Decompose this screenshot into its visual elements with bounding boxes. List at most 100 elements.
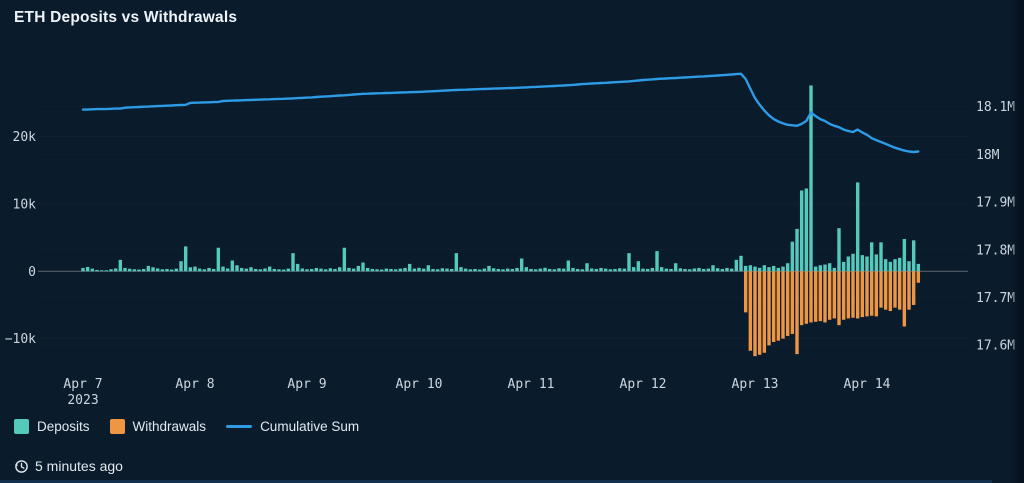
deposit-bar: [179, 261, 183, 272]
deposit-bar: [776, 267, 781, 272]
withdrawal-bar: [888, 271, 893, 312]
deposit-bar: [538, 268, 543, 272]
deposit-bar: [832, 267, 837, 272]
deposit-bar: [132, 269, 137, 272]
withdrawal-bar: [883, 271, 888, 310]
deposit-bar: [113, 268, 118, 272]
deposit-bar: [202, 269, 207, 272]
deposit-bar: [347, 267, 351, 272]
withdrawal-bar: [818, 271, 823, 322]
deposit-bar: [841, 261, 846, 272]
deposit-bar: [249, 267, 253, 272]
deposit-bar: [543, 267, 547, 272]
y-axis-right-tick-label: 17.8M: [976, 243, 1015, 258]
deposit-bar: [81, 267, 85, 272]
deposit-bar: [109, 269, 113, 272]
deposit-bar: [809, 85, 813, 272]
deposit-bar: [902, 238, 907, 272]
deposit-bar: [235, 265, 239, 272]
deposit-bar: [557, 268, 561, 272]
deposit-bar: [720, 268, 725, 272]
withdrawal-bar: [841, 271, 846, 320]
deposit-bar: [529, 268, 533, 272]
deposit-bar: [734, 259, 739, 272]
deposit-bar: [319, 268, 323, 272]
deposit-bar: [169, 269, 174, 272]
deposit-bar: [281, 269, 286, 272]
withdrawal-bar: [865, 271, 869, 317]
deposit-bar: [305, 269, 309, 272]
deposit-bar: [272, 268, 277, 272]
deposit-bar: [818, 265, 823, 272]
deposit-bar: [337, 267, 342, 272]
deposit-bar: [211, 268, 216, 272]
withdrawal-bar: [832, 271, 837, 319]
deposit-bar: [683, 268, 687, 272]
deposit-bar: [473, 268, 477, 272]
deposit-bar: [477, 269, 482, 272]
y-axis-right-tick-label: 18M: [976, 148, 1000, 163]
x-axis-tick-label: Apr 13: [732, 377, 779, 392]
deposit-bar: [379, 269, 384, 272]
legend-item-withdrawals[interactable]: Withdrawals: [109, 419, 207, 434]
deposit-bar: [160, 269, 165, 272]
deposit-bar: [813, 266, 818, 272]
deposit-bar: [757, 267, 762, 272]
deposit-bar: [225, 268, 230, 272]
deposit-bar: [547, 268, 552, 272]
deposit-bar: [505, 268, 510, 272]
withdrawal-bar: [827, 271, 832, 320]
deposit-bar: [669, 268, 673, 272]
withdrawal-bar: [855, 271, 860, 319]
deposit-bar: [650, 267, 655, 272]
legend-item-cumulative-sum[interactable]: Cumulative Sum: [226, 419, 359, 434]
deposit-bar: [715, 268, 720, 272]
withdrawal-bar: [804, 271, 809, 324]
deposit-bar: [762, 265, 767, 272]
deposit-bar: [300, 268, 305, 272]
deposit-bar: [739, 255, 743, 272]
x-axis-tick-label: Apr 10: [396, 377, 443, 392]
withdrawal-bar: [781, 271, 785, 339]
withdrawal-bar: [911, 271, 916, 305]
withdrawal-bar: [790, 271, 795, 334]
deposit-bar: [785, 263, 790, 272]
withdrawals-swatch: [109, 419, 125, 434]
x-axis-tick-label: Apr 11: [508, 377, 555, 392]
withdrawal-bar: [823, 271, 827, 323]
deposit-bar: [314, 267, 319, 272]
deposit-bar: [706, 268, 711, 272]
deposit-bar: [267, 266, 272, 272]
deposit-bar: [165, 268, 169, 272]
deposit-bar: [697, 267, 701, 272]
withdrawals-legend-label: Withdrawals: [132, 419, 207, 434]
deposit-bar: [622, 268, 627, 272]
deposit-bar: [617, 268, 622, 272]
deposit-bar: [356, 265, 361, 272]
y-axis-right-tick-label: 17.6M: [976, 339, 1015, 354]
deposit-bar: [421, 268, 426, 272]
deposit-bar: [309, 268, 314, 272]
deposit-bar: [137, 269, 141, 272]
deposit-bar: [524, 267, 529, 272]
deposit-bar: [393, 269, 398, 272]
deposit-bar: [431, 268, 435, 272]
deposit-bar: [687, 269, 692, 272]
deposit-bar: [174, 268, 179, 272]
legend-item-deposits[interactable]: Deposits: [14, 419, 90, 434]
deposit-bar: [351, 268, 356, 272]
deposit-bar: [585, 263, 589, 272]
deposit-bar: [487, 265, 491, 272]
cumulative-sum-legend-label: Cumulative Sum: [260, 419, 360, 434]
deposit-bar: [594, 268, 599, 272]
deposit-bar: [459, 267, 463, 272]
deposit-bar: [445, 268, 449, 272]
deposit-bar: [146, 265, 151, 272]
deposit-bar: [277, 269, 281, 272]
deposit-bar: [482, 268, 487, 272]
deposit-bar: [743, 265, 748, 272]
cumulative-sum-swatch: [226, 425, 253, 428]
deposit-bar: [874, 254, 879, 272]
deposit-bar: [440, 268, 445, 272]
deposit-bar: [678, 268, 683, 272]
